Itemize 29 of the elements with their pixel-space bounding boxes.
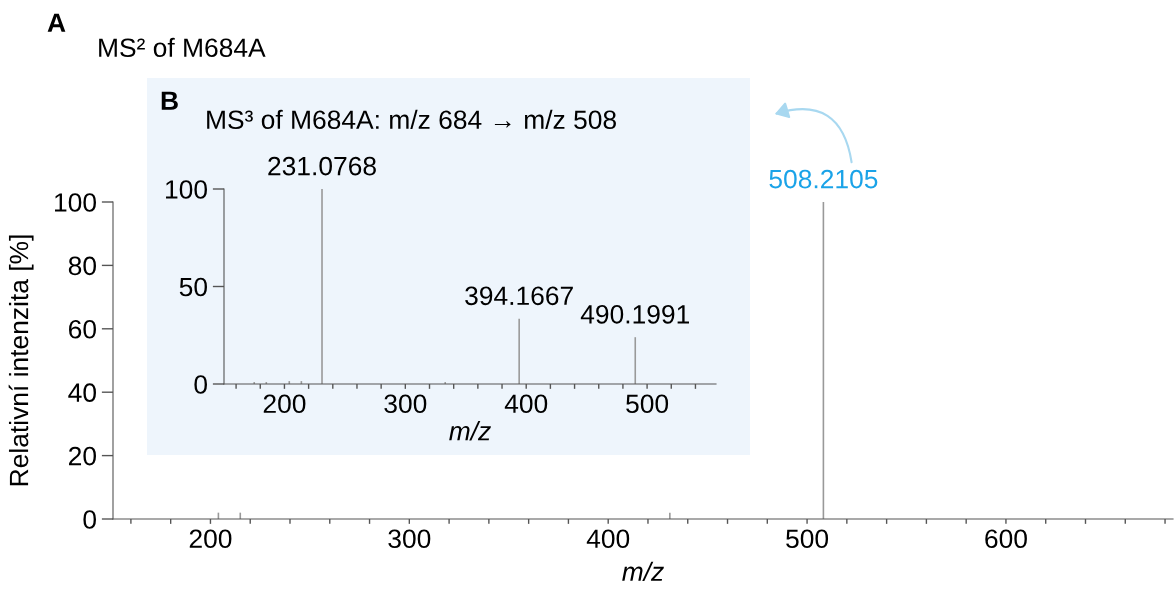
x-tick-label: 400 <box>586 529 630 549</box>
y-tick-label: 60 <box>69 319 96 339</box>
y-tick-label: 50 <box>179 277 207 297</box>
x-tick-label: 600 <box>985 529 1027 549</box>
x-tick-label: 300 <box>384 394 427 414</box>
text: B <box>161 91 178 110</box>
x-axis-title: m/z <box>449 421 491 441</box>
y-tick-label: 20 <box>69 446 96 466</box>
y-tick-label: 0 <box>83 510 96 529</box>
annotation: 394.1667 <box>465 286 573 306</box>
chart-title: MS² of M684A <box>99 37 266 58</box>
y-tick-label: 100 <box>55 193 96 212</box>
y-tick-label: 80 <box>68 256 96 276</box>
text: A <box>47 13 66 32</box>
x-tick-label: 500 <box>786 529 829 549</box>
annotation: 490.1991 <box>580 304 689 324</box>
y-axis-title: Relativní intenzita [%] <box>8 235 34 486</box>
x-tick-label: 400 <box>504 394 548 414</box>
y-tick-label: 0 <box>194 375 207 394</box>
annotation: 231.0768 <box>268 156 376 176</box>
annotation: 508.2105 <box>769 169 878 189</box>
x-tick-label: 200 <box>189 529 232 549</box>
chart-title: MS³ of M684A: m/z 684 → m/z 508 <box>207 109 616 130</box>
y-tick-label: 40 <box>68 383 96 403</box>
y-tick-label: 100 <box>166 180 207 199</box>
x-tick-label: 500 <box>626 394 669 414</box>
x-tick-label: 300 <box>388 529 431 549</box>
x-axis-title: m/z <box>622 561 664 582</box>
x-tick-label: 200 <box>263 394 306 414</box>
